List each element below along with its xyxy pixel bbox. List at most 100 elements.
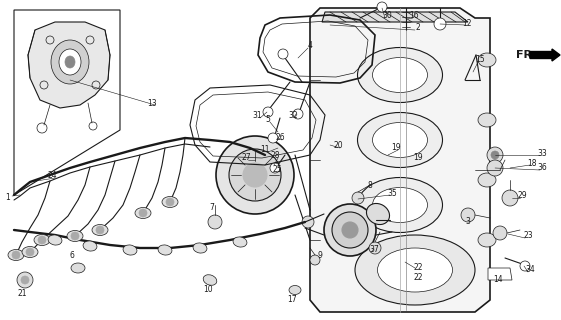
Ellipse shape [8, 250, 24, 260]
Text: 34: 34 [525, 266, 535, 275]
Text: 5: 5 [265, 116, 270, 124]
Ellipse shape [233, 237, 247, 247]
Text: 28: 28 [270, 151, 280, 161]
Ellipse shape [83, 241, 97, 251]
Text: 6: 6 [70, 252, 75, 260]
Text: 4: 4 [307, 42, 312, 51]
Circle shape [270, 163, 280, 173]
Ellipse shape [193, 243, 207, 253]
Circle shape [502, 190, 518, 206]
Text: 18: 18 [527, 158, 537, 167]
Ellipse shape [92, 225, 108, 236]
Circle shape [71, 232, 79, 240]
Ellipse shape [158, 245, 172, 255]
Text: 37: 37 [369, 245, 379, 254]
Text: 25: 25 [272, 165, 282, 174]
Ellipse shape [22, 246, 38, 258]
Text: 13: 13 [147, 100, 157, 108]
Text: FR.: FR. [516, 50, 536, 60]
FancyArrow shape [530, 49, 560, 61]
Text: 32: 32 [288, 111, 298, 121]
Circle shape [487, 147, 503, 163]
Text: 7: 7 [210, 204, 214, 212]
Ellipse shape [216, 136, 294, 214]
Text: 12: 12 [462, 20, 472, 28]
Circle shape [487, 160, 503, 176]
Ellipse shape [289, 285, 301, 294]
Circle shape [461, 208, 475, 222]
Text: 30: 30 [382, 12, 392, 20]
Circle shape [491, 151, 499, 159]
Ellipse shape [342, 222, 358, 238]
Ellipse shape [51, 40, 89, 84]
Circle shape [434, 18, 446, 30]
Text: 17: 17 [287, 295, 297, 305]
Ellipse shape [478, 233, 496, 247]
Text: 22: 22 [413, 263, 423, 273]
Ellipse shape [378, 248, 453, 292]
Circle shape [26, 248, 34, 256]
Text: 3: 3 [466, 218, 471, 227]
Text: 24: 24 [47, 172, 57, 180]
Text: 15: 15 [475, 55, 485, 65]
Circle shape [166, 198, 174, 206]
Text: 8: 8 [367, 181, 373, 190]
Polygon shape [322, 12, 468, 22]
Text: 21: 21 [17, 290, 27, 299]
Ellipse shape [357, 47, 443, 102]
Ellipse shape [65, 56, 75, 68]
Circle shape [493, 226, 507, 240]
Text: 9: 9 [318, 252, 323, 260]
Polygon shape [488, 268, 512, 280]
Circle shape [12, 251, 20, 259]
Text: 2: 2 [416, 23, 420, 33]
Text: 1: 1 [6, 194, 10, 203]
Ellipse shape [324, 204, 376, 256]
Ellipse shape [373, 188, 427, 222]
Text: 35: 35 [387, 188, 397, 197]
Ellipse shape [34, 235, 50, 245]
Ellipse shape [478, 113, 496, 127]
Ellipse shape [332, 212, 368, 248]
Ellipse shape [373, 58, 427, 92]
Ellipse shape [366, 204, 389, 225]
Circle shape [139, 209, 147, 217]
Circle shape [278, 49, 288, 59]
Text: 14: 14 [493, 276, 503, 284]
Circle shape [520, 261, 530, 271]
Ellipse shape [229, 149, 281, 201]
Ellipse shape [123, 245, 137, 255]
Circle shape [293, 109, 303, 119]
Circle shape [310, 255, 320, 265]
Ellipse shape [478, 173, 496, 187]
Circle shape [263, 107, 273, 117]
Ellipse shape [48, 235, 62, 245]
Text: 20: 20 [333, 141, 343, 150]
Text: 29: 29 [517, 191, 527, 201]
Text: 33: 33 [537, 148, 547, 157]
Polygon shape [14, 10, 120, 195]
Ellipse shape [478, 53, 496, 67]
Circle shape [21, 276, 29, 284]
Ellipse shape [373, 123, 427, 157]
Ellipse shape [67, 230, 83, 242]
Polygon shape [310, 8, 490, 312]
Circle shape [208, 215, 222, 229]
Ellipse shape [355, 235, 475, 305]
Ellipse shape [243, 163, 267, 187]
Circle shape [96, 226, 104, 234]
Ellipse shape [135, 207, 151, 219]
Circle shape [268, 133, 278, 143]
Ellipse shape [203, 275, 217, 285]
Text: 16: 16 [409, 12, 419, 20]
Text: 10: 10 [203, 285, 213, 294]
Polygon shape [28, 22, 110, 108]
Ellipse shape [357, 113, 443, 167]
Text: 19: 19 [413, 154, 423, 163]
Circle shape [38, 236, 46, 244]
Text: 36: 36 [537, 164, 547, 172]
Text: 22: 22 [413, 274, 423, 283]
Text: 11: 11 [260, 146, 270, 155]
Circle shape [17, 272, 33, 288]
Circle shape [377, 2, 387, 12]
